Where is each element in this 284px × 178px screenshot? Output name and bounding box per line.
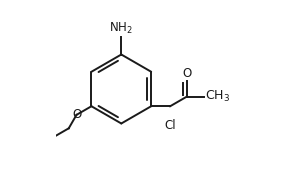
Text: O: O [72, 108, 81, 121]
Text: O: O [182, 67, 191, 80]
Text: CH$_3$: CH$_3$ [205, 89, 230, 104]
Text: NH$_2$: NH$_2$ [109, 21, 133, 36]
Text: Cl: Cl [164, 119, 176, 132]
